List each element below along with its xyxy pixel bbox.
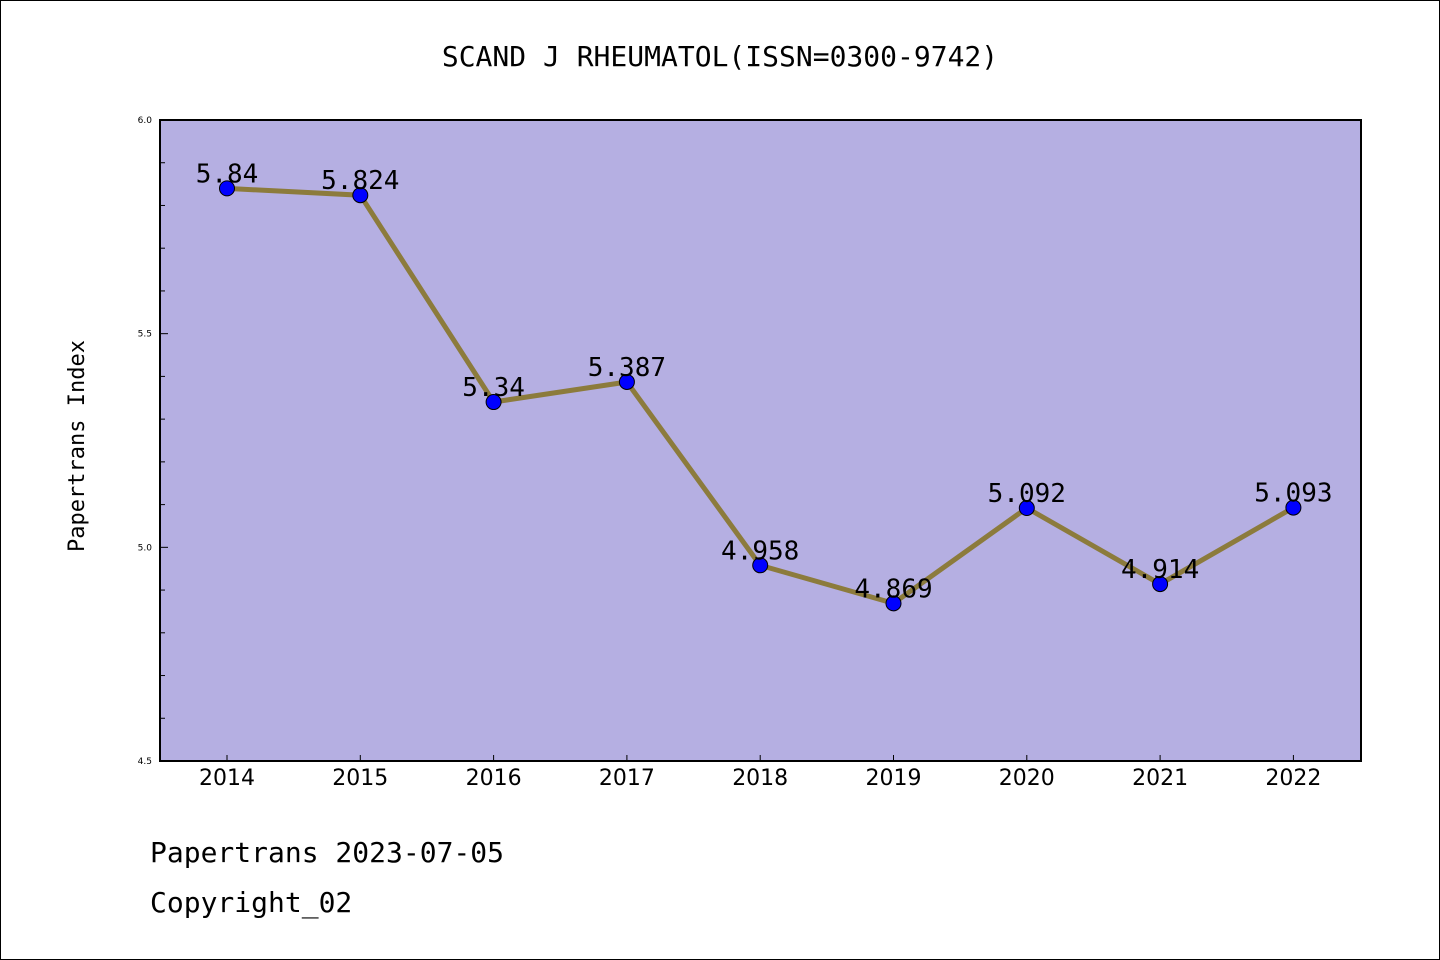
x-tick-label: 2015 — [332, 766, 388, 791]
data-point — [1018, 500, 1035, 517]
x-tick-label: 2014 — [199, 766, 255, 791]
y-axis: 4.5 5.0 5.5 6.0 — [138, 116, 168, 767]
data-label: 5.092 — [988, 479, 1066, 509]
data-label: 5.824 — [321, 166, 399, 196]
data-point — [485, 394, 502, 411]
x-tick-label: 2022 — [1265, 766, 1321, 791]
footer-date: Papertrans 2023-07-05 — [150, 836, 505, 869]
x-tick-label: 2016 — [466, 766, 522, 791]
footer-copyright: Copyright_02 — [150, 886, 353, 919]
y-tick-label: 6.0 — [138, 116, 153, 126]
data-label: 5.34 — [462, 373, 525, 403]
data-point — [885, 595, 902, 612]
x-tick-label: 2017 — [599, 766, 655, 791]
x-tick-label: 2020 — [999, 766, 1055, 791]
data-point — [352, 187, 369, 204]
data-point — [1285, 499, 1302, 516]
data-label: 5.84 — [196, 159, 259, 189]
y-tick-label: 5.5 — [138, 330, 152, 340]
y-tick-label: 4.5 — [138, 757, 152, 767]
data-label: 5.387 — [588, 353, 666, 383]
x-tick-label: 2021 — [1132, 766, 1188, 791]
data-label: 4.914 — [1121, 555, 1199, 585]
data-label: 4.958 — [721, 536, 799, 566]
data-point — [618, 373, 635, 390]
plot-area — [159, 119, 1362, 762]
y-axis-label: Papertrans Index — [65, 340, 90, 552]
x-axis: 2014 2015 2016 2017 2018 2019 2020 2021 2022 — [199, 755, 1321, 791]
x-tick-label: 2018 — [732, 766, 788, 791]
data-point — [219, 180, 235, 197]
data-label: 4.869 — [854, 574, 932, 604]
data-point — [752, 557, 769, 574]
chart-title: SCAND J RHEUMATOL(ISSN=0300-9742) — [442, 40, 998, 73]
x-tick-label: 2019 — [866, 766, 922, 791]
data-point — [1152, 576, 1169, 593]
y-tick-label: 5.0 — [138, 543, 153, 553]
data-label: 5.093 — [1254, 479, 1332, 509]
data-labels: 5.84 5.824 5.34 5.387 4.958 4.869 5.092 4.914 5.… — [196, 159, 1333, 604]
series-markers — [219, 180, 1302, 612]
